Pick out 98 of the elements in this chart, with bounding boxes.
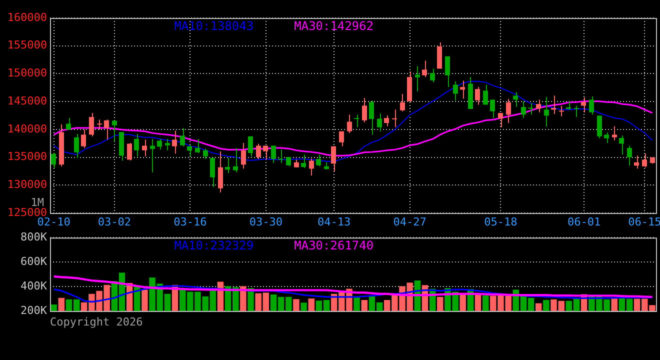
x-tick-label: 04-13 [318, 215, 351, 228]
y-tick-label: 400K [20, 279, 48, 292]
x-tick-label: 03-30 [249, 215, 282, 228]
candlestick [354, 114, 359, 128]
candlestick [248, 136, 253, 157]
candlestick [422, 60, 427, 78]
candlestick [377, 113, 382, 132]
candlestick [589, 96, 594, 116]
y-tick-label: 135000 [7, 150, 47, 164]
text: MA30:142962 [294, 19, 374, 34]
candlestick [453, 80, 458, 101]
candlestick [203, 148, 208, 160]
candlestick [187, 144, 192, 157]
candlestick [528, 102, 533, 116]
x-tick-label: 04-27 [393, 215, 426, 228]
x-tick-label: 03-16 [174, 215, 207, 228]
candlestick [430, 68, 435, 83]
candlestick [81, 129, 86, 148]
candlestick [634, 155, 639, 170]
candlestick [445, 56, 450, 88]
candlestick [627, 145, 632, 166]
candlestick [362, 98, 367, 123]
candlestick [127, 142, 132, 161]
candlestick [301, 154, 306, 168]
candlestick [400, 93, 405, 112]
candlestick [241, 142, 246, 170]
candlestick [225, 158, 230, 174]
candlestick [195, 138, 200, 154]
candlestick [642, 153, 647, 168]
candlestick [309, 158, 314, 176]
candlestick [347, 114, 352, 134]
candlestick [551, 95, 556, 114]
y-tick-label: 600K [20, 254, 48, 268]
candlestick [498, 112, 503, 128]
candlestick [597, 115, 602, 139]
candlestick [165, 138, 170, 151]
candlestick [475, 86, 480, 106]
y-tick-label: 800K [20, 230, 48, 244]
candlestick [384, 114, 389, 127]
text: MA10:232329 [174, 238, 254, 253]
candlestick [536, 99, 541, 113]
candlestick [97, 119, 102, 130]
x-tick-label: 02-10 [37, 215, 70, 228]
x-tick-label: 03-02 [98, 215, 131, 228]
candlestick [506, 98, 511, 124]
candlestick [544, 96, 549, 128]
candlestick [271, 145, 276, 164]
candlestick [263, 145, 268, 160]
candlestick [574, 105, 579, 118]
candlestick [210, 158, 215, 188]
text: 1M [30, 196, 44, 209]
candlestick [180, 127, 185, 147]
y-tick-label: 160000 [7, 10, 47, 24]
y-tick-label: 145000 [7, 94, 47, 108]
y-tick-label: 155000 [7, 38, 47, 52]
candlestick [619, 135, 624, 156]
candlestick [51, 152, 56, 168]
text: MA30:261740 [294, 238, 374, 253]
candlestick [415, 66, 420, 92]
x-tick-label: 05-18 [484, 215, 518, 228]
candlestick [460, 80, 465, 100]
candlestick [142, 139, 147, 157]
text: Copyright 2026 [50, 315, 143, 328]
candlestick [134, 133, 139, 157]
candlestick [581, 96, 586, 113]
y-tick-label: 130000 [7, 178, 47, 191]
candlestick [339, 130, 344, 147]
candlestick [612, 126, 617, 141]
candlestick [112, 120, 117, 142]
candlestick [559, 105, 564, 117]
candlestick [437, 42, 442, 70]
y-tick-label: 140000 [7, 122, 47, 136]
candlestick [218, 150, 223, 193]
candlestick [233, 147, 238, 173]
text: MA10:138043 [174, 19, 254, 34]
candlestick [331, 146, 336, 172]
candlestick [150, 138, 155, 173]
candlestick [483, 84, 488, 106]
candlestick [278, 149, 283, 164]
candlestick [172, 130, 177, 154]
candlestick [256, 143, 261, 160]
candlestick [521, 100, 526, 119]
candlestick [157, 138, 162, 150]
candlestick [286, 156, 291, 167]
candlestick [104, 119, 109, 140]
candlestick [490, 99, 495, 119]
candlestick [316, 154, 321, 167]
x-tick-label: 06-15 [628, 215, 660, 228]
candlestick [604, 132, 609, 144]
candlestick [89, 112, 94, 137]
candlestick [369, 100, 374, 136]
candlestick [74, 133, 79, 159]
x-tick-label: 06-01 [567, 215, 601, 228]
candlestick [513, 91, 518, 108]
candlestick [119, 131, 124, 162]
y-tick-label: 200K [20, 304, 48, 317]
y-tick-label: 150000 [7, 66, 47, 80]
candlestick [392, 109, 397, 128]
